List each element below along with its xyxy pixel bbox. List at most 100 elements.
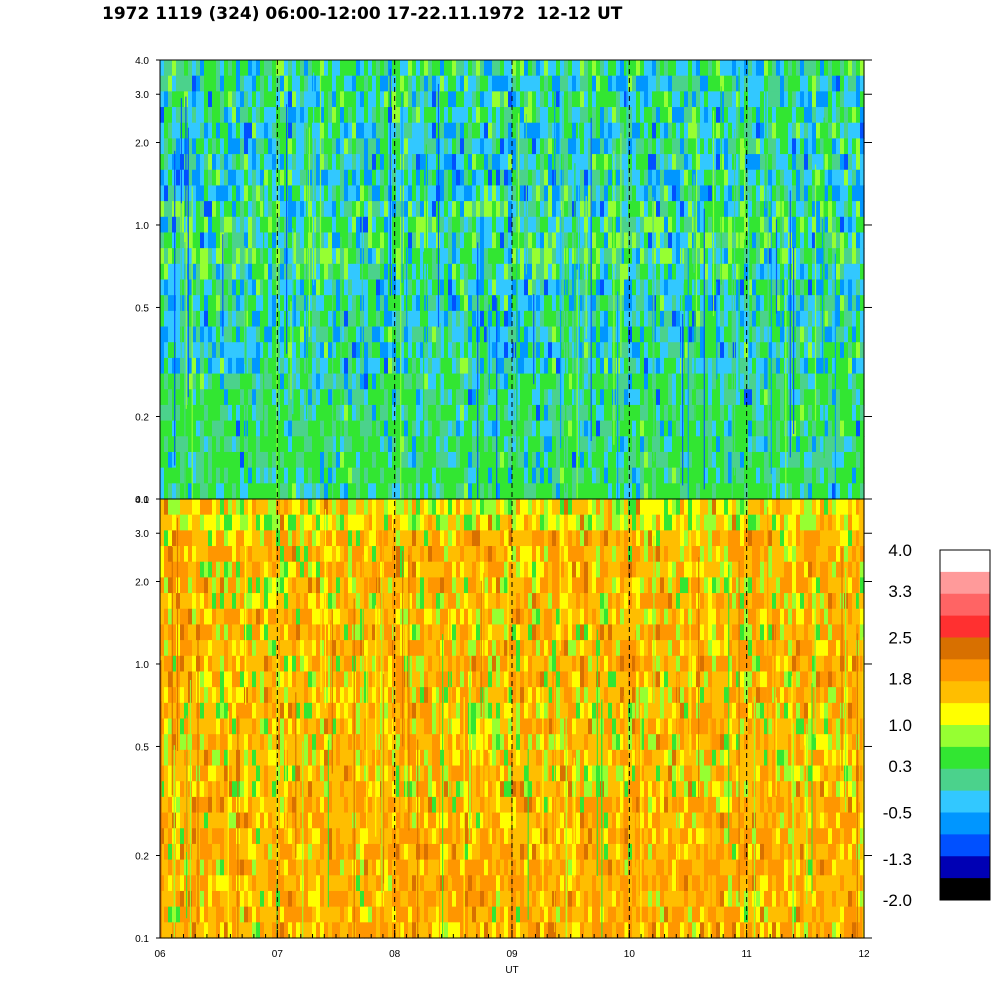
heatmap-cell: [524, 389, 529, 406]
heatmap-cell: [484, 60, 489, 77]
heatmap-cell: [508, 263, 513, 281]
heatmap-cell: [400, 310, 405, 328]
heatmap-cell: [528, 483, 533, 500]
heatmap-cell: [692, 357, 697, 375]
heatmap-cell: [548, 467, 553, 484]
heatmap-cell: [428, 201, 433, 218]
heatmap-cell: [644, 201, 649, 218]
heatmap-cell: [596, 342, 601, 359]
heatmap-cell: [288, 342, 293, 359]
heatmap-cell: [244, 154, 249, 171]
heatmap-cell: [532, 420, 537, 437]
heatmap-cell: [220, 373, 225, 390]
heatmap-cell: [344, 169, 349, 187]
heatmap-cell: [440, 295, 445, 312]
heatmap-cell: [528, 279, 533, 296]
heatmap-cell: [740, 122, 745, 139]
heatmap-cell: [344, 91, 349, 108]
heatmap-cell: [624, 436, 629, 453]
heatmap-cell: [228, 436, 233, 453]
heatmap-cell: [656, 389, 661, 406]
heatmap-cell: [492, 75, 497, 92]
heatmap-cell: [704, 342, 709, 359]
heatmap-cell: [176, 232, 181, 249]
heatmap-cell: [160, 310, 165, 328]
heatmap-cell: [196, 373, 201, 390]
heatmap-cell: [468, 389, 473, 406]
heatmap-cell: [368, 60, 373, 77]
heatmap-cell: [636, 326, 641, 343]
heatmap-cell: [700, 91, 705, 108]
heatmap-cell: [188, 389, 193, 406]
heatmap-cell: [756, 138, 761, 155]
heatmap-cell: [344, 467, 349, 484]
heatmap-cell: [456, 436, 461, 453]
heatmap-cell: [476, 201, 481, 218]
heatmap-cell: [796, 404, 801, 422]
heatmap-cell: [500, 279, 505, 296]
heatmap-cell: [792, 201, 797, 218]
heatmap-cell: [672, 483, 677, 500]
heatmap-cell: [328, 373, 333, 390]
heatmap-cell: [728, 420, 733, 437]
heatmap-cell: [840, 404, 845, 422]
heatmap-cell: [388, 60, 393, 77]
heatmap-cell: [472, 248, 477, 265]
heatmap-cell: [852, 122, 857, 139]
heatmap-cell: [836, 404, 841, 422]
heatmap-cell: [792, 248, 797, 265]
heatmap-cell: [228, 263, 233, 281]
heatmap-cell: [584, 91, 589, 108]
heatmap-cell: [456, 357, 461, 375]
heatmap-cell: [712, 357, 717, 375]
heatmap-cell: [616, 404, 621, 422]
heatmap-cell: [768, 310, 773, 328]
heatmap-cell: [432, 342, 437, 359]
heatmap-cell: [748, 232, 753, 249]
heatmap-cell: [216, 154, 221, 171]
heatmap-cell: [216, 122, 221, 139]
heatmap-cell: [720, 91, 725, 108]
heatmap-cell: [844, 467, 849, 484]
heatmap-cell: [412, 75, 417, 92]
heatmap-cell: [492, 420, 497, 437]
heatmap-cell: [244, 201, 249, 218]
heatmap-cell: [688, 185, 693, 202]
heatmap-cell: [408, 201, 413, 218]
heatmap-cell: [492, 373, 497, 390]
heatmap-cell: [484, 420, 489, 437]
heatmap-cell: [268, 420, 273, 437]
heatmap-cell: [268, 60, 273, 77]
heatmap-cell: [832, 201, 837, 218]
heatmap-cell: [564, 122, 569, 139]
heatmap-cell: [240, 169, 245, 187]
heatmap-cell: [860, 201, 865, 218]
heatmap-cell: [600, 342, 605, 359]
heatmap-cell: [804, 107, 809, 124]
heatmap-cell: [840, 420, 845, 437]
heatmap-streak: [425, 144, 427, 344]
heatmap-cell: [676, 467, 681, 484]
heatmap-cell: [472, 169, 477, 187]
heatmap-cell: [228, 60, 233, 77]
heatmap-cell: [860, 295, 865, 312]
heatmap-cell: [396, 122, 401, 139]
heatmap-cell: [184, 483, 189, 500]
heatmap-cell: [368, 389, 373, 406]
heatmap-cell: [372, 389, 377, 406]
heatmap-cell: [464, 295, 469, 312]
heatmap-cell: [368, 404, 373, 422]
heatmap-cell: [492, 216, 497, 234]
heatmap-cell: [364, 248, 369, 265]
heatmap-cell: [500, 75, 505, 92]
heatmap-cell: [580, 451, 585, 469]
heatmap-cell: [420, 404, 425, 422]
heatmap-cell: [240, 216, 245, 234]
heatmap-cell: [332, 357, 337, 375]
heatmap-cell: [348, 232, 353, 249]
heatmap-cell: [320, 483, 325, 500]
heatmap-cell: [564, 91, 569, 108]
heatmap-cell: [656, 436, 661, 453]
heatmap-cell: [484, 483, 489, 500]
heatmap-cell: [748, 467, 753, 484]
